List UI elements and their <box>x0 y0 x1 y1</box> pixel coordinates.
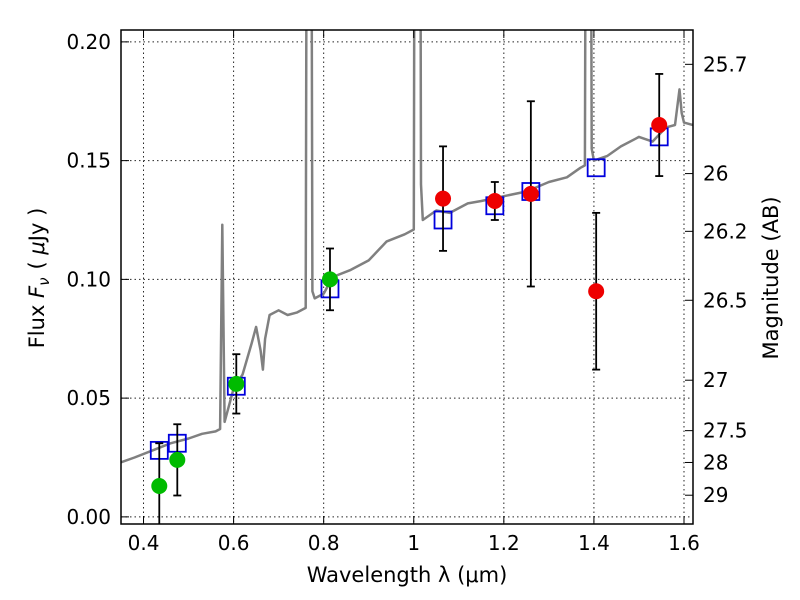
y-axis-label-unit: Jy ) <box>25 208 49 244</box>
y2-tick-label: 27.5 <box>703 419 748 443</box>
y2-tick-label: 26.5 <box>703 288 748 312</box>
x-tick-label: 0.6 <box>218 531 250 555</box>
y2-tick-label: 25.7 <box>703 52 748 76</box>
plot-frame <box>120 29 694 525</box>
grid <box>121 30 693 524</box>
y2-tick-label: 29 <box>703 483 728 507</box>
x-tick-label: 0.4 <box>128 531 160 555</box>
x-tick-label: 1.2 <box>488 531 520 555</box>
y-tick-label: 0.00 <box>66 505 111 529</box>
photometry-point <box>151 478 168 494</box>
model-spectrum-line <box>121 30 693 464</box>
y-tick-label: 0.20 <box>66 30 111 54</box>
photometry-point <box>651 117 668 133</box>
photometry-point <box>522 185 539 202</box>
x-tick-label: 0.8 <box>308 531 340 555</box>
y-axis-label-prefix: Flux <box>25 298 49 348</box>
y-axis-label-symbol: F <box>25 285 49 298</box>
x-tick-label: 1.6 <box>668 531 700 555</box>
y2-tick-label: 26.2 <box>703 219 748 243</box>
y-axis-label: Flux Fν ( μJy ) <box>25 208 53 349</box>
y2-tick-label: 27 <box>703 368 728 392</box>
x-tick-label: 1 <box>407 531 420 555</box>
y-axis-label-open: ( <box>25 255 49 270</box>
y-tick-label: 0.05 <box>66 386 111 410</box>
photometry-point <box>169 451 186 468</box>
ticks: 0.4 0.6 0.8 1 1.2 1.4 1.6 0.00 0.05 0.10 0.15 0.20 2… <box>66 30 747 555</box>
y2-tick-label: 26 <box>703 162 728 186</box>
model-flux-square <box>586 158 606 178</box>
markers-layer <box>149 73 669 524</box>
y2-tick-label: 28 <box>703 450 728 474</box>
model-spectrum-layer <box>121 30 693 464</box>
x-axis-label: Wavelength λ (μm) <box>307 563 508 587</box>
photometry-point <box>228 375 245 392</box>
photometry-point <box>486 193 503 209</box>
y-tick-label: 0.15 <box>66 149 111 173</box>
y-axis-label-mu: μ <box>25 241 49 255</box>
photometry-point <box>435 190 452 207</box>
y-axis-label-subscript: ν <box>35 277 53 285</box>
x-tick-label: 1.4 <box>578 531 610 555</box>
photometry-point <box>321 271 338 288</box>
y-tick-label: 0.10 <box>66 267 111 291</box>
y2-axis-label: Magnitude (AB) <box>759 196 783 359</box>
photometry-point <box>588 283 605 300</box>
